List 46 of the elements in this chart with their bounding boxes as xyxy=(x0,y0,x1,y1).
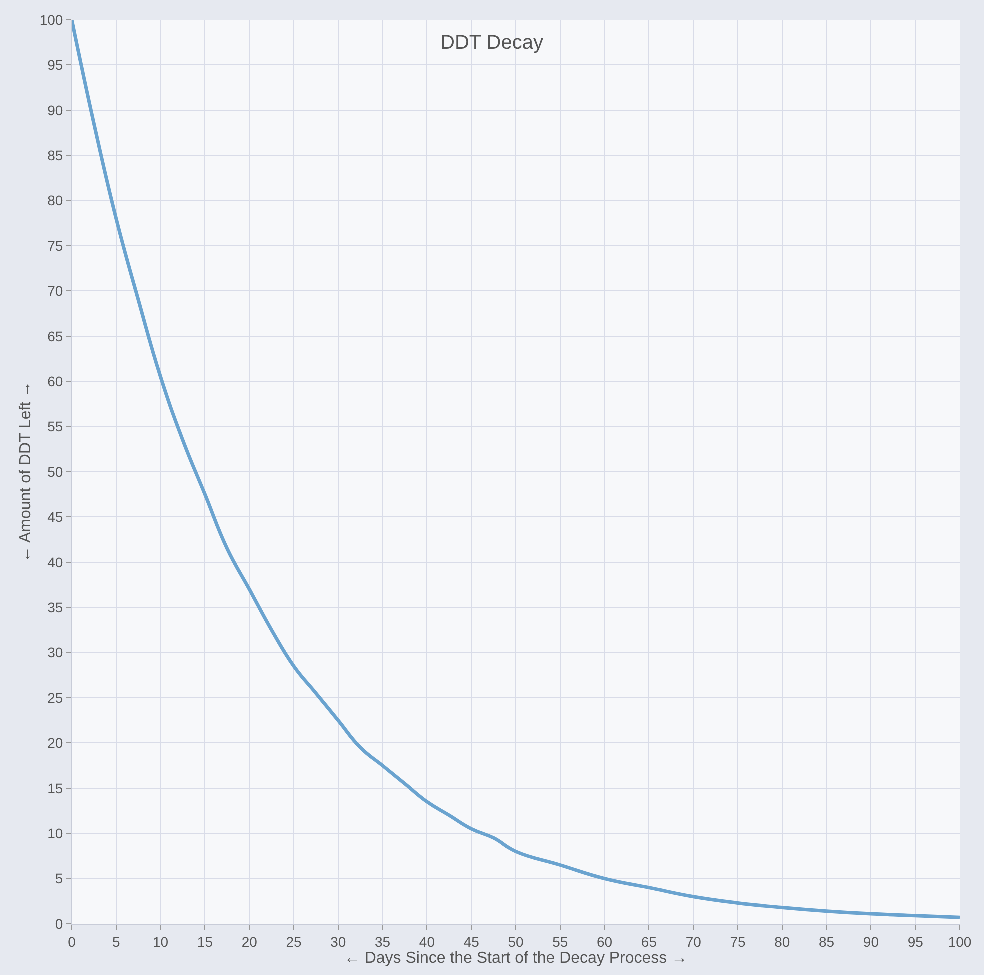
y-tick-label: 20 xyxy=(48,735,64,752)
x-tick-label: 0 xyxy=(68,934,76,950)
x-tick-label: 25 xyxy=(286,934,302,950)
y-tick-label: 10 xyxy=(48,826,64,842)
x-tick-label: 80 xyxy=(774,934,790,950)
y-tick-label: 35 xyxy=(48,600,64,616)
x-tick-label: 100 xyxy=(948,934,972,950)
x-tick-label: 75 xyxy=(730,934,746,950)
y-tick-label: 15 xyxy=(48,780,64,796)
y-tick-label: 95 xyxy=(48,57,64,74)
x-tick-label: 5 xyxy=(112,934,120,950)
x-tick-label: 50 xyxy=(508,934,524,950)
text: DDT Decay xyxy=(440,32,544,54)
y-axis-title: ← Amount of DDT Left → xyxy=(18,381,35,563)
y-tick-label: 40 xyxy=(48,554,64,570)
y-tick-label: 0 xyxy=(55,916,64,932)
x-tick-label: 30 xyxy=(330,934,346,950)
x-tick-label: 65 xyxy=(641,934,658,950)
y-tick-label: 90 xyxy=(48,102,64,118)
x-tick-label: 95 xyxy=(908,934,924,950)
x-tick-label: 60 xyxy=(597,934,613,950)
x-tick-label: 35 xyxy=(375,934,391,950)
y-tick-label: 25 xyxy=(48,690,64,706)
y-tick-label: 45 xyxy=(48,509,64,526)
x-tick-label: 20 xyxy=(242,934,258,950)
y-tick-label: 100 xyxy=(40,12,64,28)
x-tick-label: 10 xyxy=(153,934,169,950)
y-tick-label: 50 xyxy=(48,464,64,480)
y-tick-label: 5 xyxy=(55,870,64,887)
x-tick-label: 85 xyxy=(819,934,835,950)
x-tick-label: 90 xyxy=(863,934,880,950)
x-tick-label: 55 xyxy=(552,934,568,950)
y-tick-label: 30 xyxy=(48,644,64,661)
y-tick-label: 55 xyxy=(48,418,64,435)
x-tick-label: 45 xyxy=(464,934,480,950)
y-tick-label: 65 xyxy=(48,328,64,344)
x-tick-label: 40 xyxy=(419,934,436,950)
y-tick-label: 70 xyxy=(48,283,64,300)
x-tick-label: 70 xyxy=(686,934,702,950)
x-axis-title: ← Days Since the Start of the Decay Process → xyxy=(344,950,688,967)
y-tick-label: 80 xyxy=(48,192,64,209)
y-tick-label: 85 xyxy=(48,148,64,164)
y-tick-label: 60 xyxy=(48,374,64,390)
x-tick-label: 15 xyxy=(197,934,214,950)
line-series xyxy=(72,20,960,920)
y-tick-label: 75 xyxy=(48,238,64,254)
